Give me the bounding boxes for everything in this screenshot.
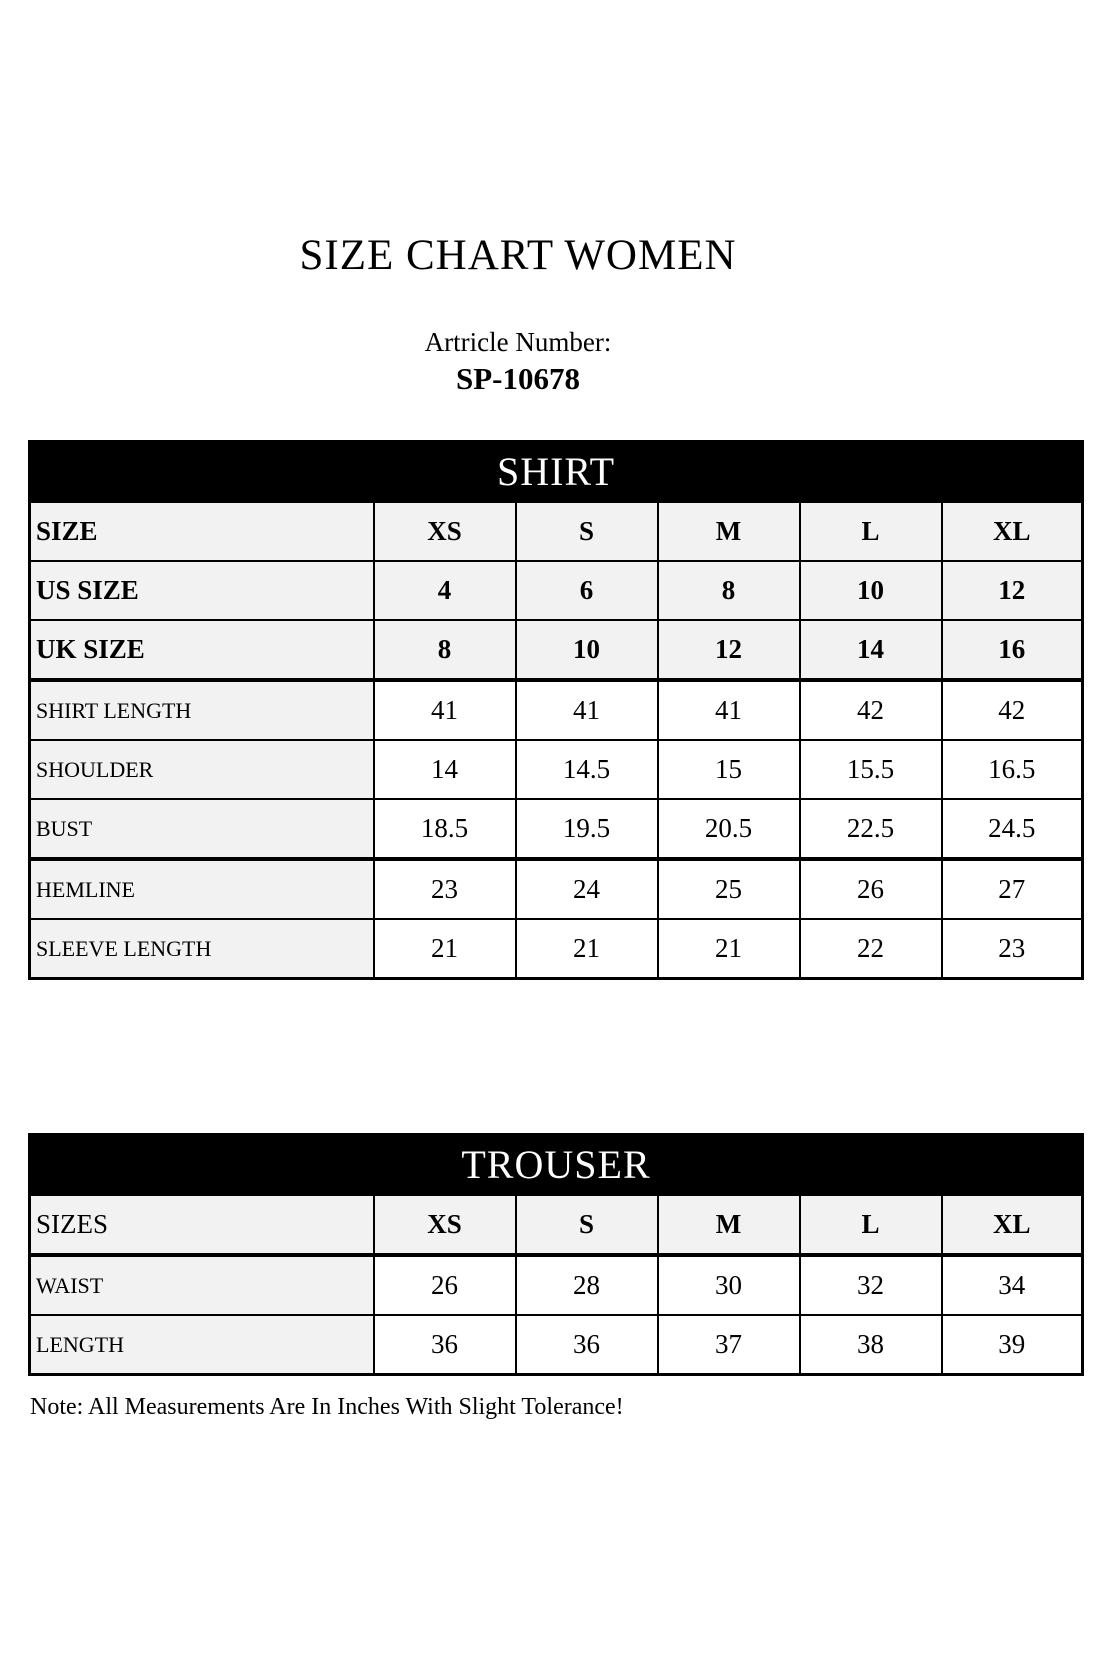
trouser-size-table: TROUSER SIZES XS S M L XL WAIST 26 28 30… bbox=[28, 1133, 1084, 1376]
table-cell: 24.5 bbox=[940, 798, 1084, 861]
table-cell: 26 bbox=[798, 858, 943, 920]
trouser-section-header: TROUSER bbox=[28, 1133, 1084, 1196]
table-cell: 30 bbox=[656, 1254, 801, 1316]
table-cell: 6 bbox=[514, 560, 659, 621]
page-title: SIZE CHART WOMEN bbox=[299, 232, 737, 279]
shirt-section-header: SHIRT bbox=[27, 440, 1085, 503]
shirt-size-xs: XS bbox=[372, 500, 517, 562]
trouser-row-label-sizes: SIZES bbox=[28, 1193, 375, 1257]
table-cell: 41 bbox=[656, 679, 801, 741]
trouser-size-xs: XS bbox=[372, 1193, 517, 1257]
table-cell: 21 bbox=[656, 918, 801, 980]
table-cell: 12 bbox=[940, 560, 1084, 621]
table-cell: 8 bbox=[372, 619, 517, 682]
table-cell: 42 bbox=[940, 679, 1084, 741]
table-cell: 10 bbox=[514, 619, 659, 682]
table-cell: 21 bbox=[514, 918, 659, 980]
table-cell: 22.5 bbox=[798, 798, 943, 861]
table-cell: 16.5 bbox=[940, 739, 1084, 800]
shirt-size-xl: XL bbox=[940, 500, 1084, 562]
table-cell: 14 bbox=[372, 739, 517, 800]
table-cell: 20.5 bbox=[656, 798, 801, 861]
table-cell: 41 bbox=[514, 679, 659, 741]
shirt-size-m: M bbox=[656, 500, 801, 562]
table-row: BUST 18.5 19.5 20.5 22.5 24.5 bbox=[28, 798, 1084, 861]
shirt-section-title: SHIRT bbox=[27, 440, 1085, 503]
shirt-row-label-sleeve-length: SLEEVE LENGTH bbox=[28, 918, 375, 980]
shirt-row-label-shoulder: SHOULDER bbox=[28, 739, 375, 800]
shirt-row-label-shirt-length: SHIRT LENGTH bbox=[28, 679, 375, 741]
table-cell: 21 bbox=[372, 918, 517, 980]
table-cell: 26 bbox=[372, 1254, 517, 1316]
table-cell: 10 bbox=[798, 560, 943, 621]
trouser-size-m: M bbox=[656, 1193, 801, 1257]
shirt-row-label-size: SIZE bbox=[28, 500, 375, 562]
table-cell: 14 bbox=[798, 619, 943, 682]
table-cell: 28 bbox=[514, 1254, 659, 1316]
measurement-note: Note: All Measurements Are In Inches Wit… bbox=[30, 1394, 624, 1420]
table-cell: 41 bbox=[372, 679, 517, 741]
trouser-size-l: L bbox=[798, 1193, 943, 1257]
table-cell: 32 bbox=[798, 1254, 943, 1316]
shirt-row-label-us-size: US SIZE bbox=[28, 560, 375, 621]
shirt-size-s: S bbox=[514, 500, 659, 562]
shirt-row-label-hemline: HEMLINE bbox=[28, 858, 375, 920]
table-cell: 27 bbox=[940, 858, 1084, 920]
table-cell: 25 bbox=[656, 858, 801, 920]
table-cell: 15.5 bbox=[798, 739, 943, 800]
table-cell: 37 bbox=[656, 1314, 801, 1376]
table-cell: 16 bbox=[940, 619, 1084, 682]
table-cell: 8 bbox=[656, 560, 801, 621]
shirt-row-label-bust: BUST bbox=[28, 798, 375, 861]
table-row: LENGTH 36 36 37 38 39 bbox=[28, 1314, 1084, 1376]
table-row: UK SIZE 8 10 12 14 16 bbox=[28, 619, 1084, 682]
table-row: WAIST 26 28 30 32 34 bbox=[28, 1254, 1084, 1316]
trouser-section-title: TROUSER bbox=[28, 1133, 1084, 1196]
table-cell: 34 bbox=[940, 1254, 1084, 1316]
table-cell: 24 bbox=[514, 858, 659, 920]
table-cell: 39 bbox=[940, 1314, 1084, 1376]
table-row: SHIRT LENGTH 41 41 41 42 42 bbox=[28, 679, 1084, 741]
table-cell: 15 bbox=[656, 739, 801, 800]
article-number-label: Artricle Number: bbox=[424, 327, 612, 357]
table-cell: 12 bbox=[656, 619, 801, 682]
table-cell: 36 bbox=[514, 1314, 659, 1376]
table-row: SIZE XS S M L XL bbox=[28, 500, 1084, 562]
table-row: HEMLINE 23 24 25 26 27 bbox=[28, 858, 1084, 920]
shirt-size-l: L bbox=[798, 500, 943, 562]
table-row: SIZES XS S M L XL bbox=[28, 1193, 1084, 1257]
table-cell: 18.5 bbox=[372, 798, 517, 861]
table-cell: 42 bbox=[798, 679, 943, 741]
trouser-size-s: S bbox=[514, 1193, 659, 1257]
table-cell: 22 bbox=[798, 918, 943, 980]
table-cell: 19.5 bbox=[514, 798, 659, 861]
table-cell: 4 bbox=[372, 560, 517, 621]
table-cell: 14.5 bbox=[514, 739, 659, 800]
trouser-size-xl: XL bbox=[940, 1193, 1084, 1257]
table-row: SLEEVE LENGTH 21 21 21 22 23 bbox=[28, 918, 1084, 980]
table-cell: 23 bbox=[940, 918, 1084, 980]
table-row: SHOULDER 14 14.5 15 15.5 16.5 bbox=[28, 739, 1084, 800]
table-row: US SIZE 4 6 8 10 12 bbox=[28, 560, 1084, 621]
shirt-size-table: SHIRT SIZE XS S M L XL US SIZE 4 6 8 10 … bbox=[27, 440, 1085, 980]
table-cell: 36 bbox=[372, 1314, 517, 1376]
shirt-row-label-uk-size: UK SIZE bbox=[28, 619, 375, 682]
article-number-value: SP-10678 bbox=[456, 361, 580, 396]
trouser-row-label-length: LENGTH bbox=[28, 1314, 375, 1376]
table-cell: 23 bbox=[372, 858, 517, 920]
table-cell: 38 bbox=[798, 1314, 943, 1376]
trouser-row-label-waist: WAIST bbox=[28, 1254, 375, 1316]
